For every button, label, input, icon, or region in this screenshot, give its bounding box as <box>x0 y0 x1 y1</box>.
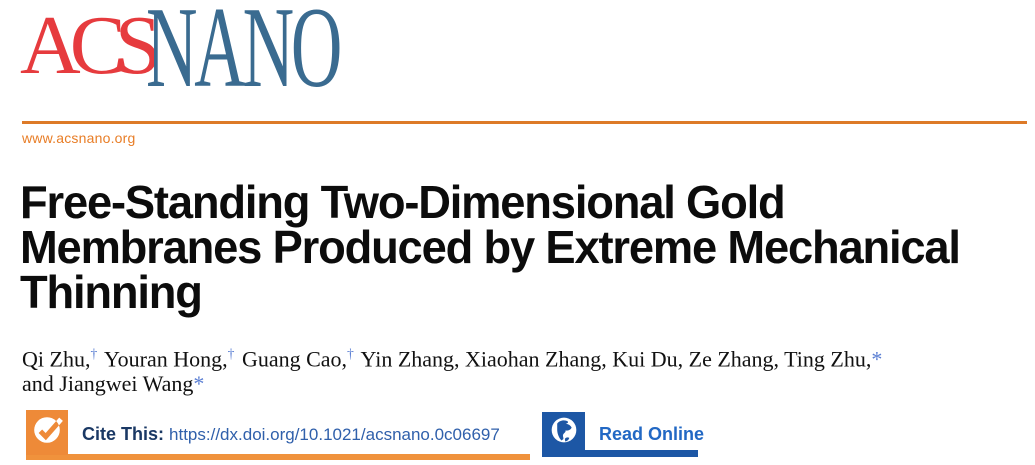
logo-acs-text: ACS <box>20 0 162 92</box>
title-line-1: Free-Standing Two-Dimensional Gold <box>20 176 786 228</box>
author-affiliation-marker: † <box>347 346 354 361</box>
logo-nano-text: NANO <box>146 0 342 111</box>
author-affiliation-marker: * <box>193 371 205 397</box>
globe-icon <box>547 413 581 452</box>
citation-row: Cite This: https://dx.doi.org/10.1021/ac… <box>82 424 500 445</box>
title-line-2: Membranes Produced by Extreme Mechanical <box>20 221 961 273</box>
masthead-divider-rule <box>22 121 1027 124</box>
cite-this-label: Cite This: <box>82 424 165 444</box>
author-list: Qi Zhu,† Youran Hong,† Guang Cao,† Yin Z… <box>22 341 1012 396</box>
author-affiliation-marker: † <box>90 346 98 361</box>
title-line-3: Thinning <box>20 266 203 318</box>
author-name: and Jiangwei Wang <box>22 371 194 397</box>
article-title: Free-Standing Two-Dimensional Gold Membr… <box>20 176 1015 318</box>
cite-this-button[interactable] <box>26 410 68 455</box>
author-name: Youran Hong, <box>99 346 228 372</box>
author-affiliation-marker: * <box>871 346 883 372</box>
cite-this-underline <box>26 454 530 460</box>
author-affiliation-marker: † <box>227 346 235 361</box>
checkmark-circle-icon <box>28 411 66 454</box>
doi-link[interactable]: https://dx.doi.org/10.1021/acsnano.0c066… <box>169 425 500 444</box>
journal-website-link[interactable]: www.acsnano.org <box>22 130 136 146</box>
read-online-button[interactable] <box>542 412 585 452</box>
author-name: Qi Zhu, <box>22 346 91 372</box>
read-online-underline <box>542 450 698 457</box>
acs-nano-logo: ACS NANO <box>20 0 380 105</box>
author-name: Yin Zhang, Xiaohan Zhang, Kui Du, Ze Zha… <box>355 346 872 372</box>
author-name: Guang Cao, <box>236 346 348 372</box>
read-online-link[interactable]: Read Online <box>599 424 705 444</box>
